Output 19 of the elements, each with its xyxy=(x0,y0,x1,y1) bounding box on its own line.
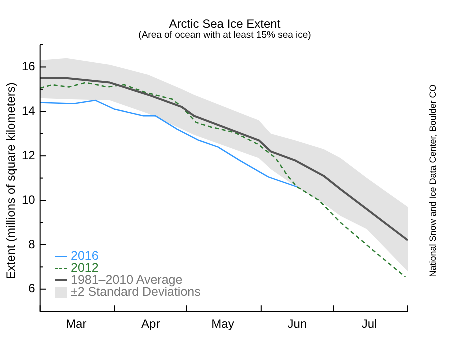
legend-label: 2016 xyxy=(71,249,99,263)
chart-subtitle: (Area of ocean with at least 15% sea ice) xyxy=(138,30,312,41)
y-tick-label: 12 xyxy=(22,148,36,162)
x-tick-label: May xyxy=(212,317,234,332)
x-tick-label: Apr xyxy=(142,317,160,332)
y-axis-title: Extent (millions of square kilometers) xyxy=(4,82,18,280)
y-tick-label: 6 xyxy=(28,282,36,296)
y-tick-label: 8 xyxy=(28,237,36,252)
chart-title: Arctic Sea Ice Extent xyxy=(168,17,282,31)
text: National Snow and Ice Data Center, Boulder CO xyxy=(428,84,438,278)
legend-label: 1981–2010 Average xyxy=(71,273,183,287)
y-tick-label: 10 xyxy=(22,192,36,207)
x-tick-label: Mar xyxy=(66,317,87,332)
y-tick-label: 14 xyxy=(22,104,36,118)
y-tick-label: 16 xyxy=(22,60,36,74)
legend-label: 2012 xyxy=(71,261,99,275)
annotation: ±2 Standard Deviations xyxy=(71,285,201,299)
x-tick-label: Jul xyxy=(362,317,378,332)
x-tick-label: Jun xyxy=(288,317,308,332)
